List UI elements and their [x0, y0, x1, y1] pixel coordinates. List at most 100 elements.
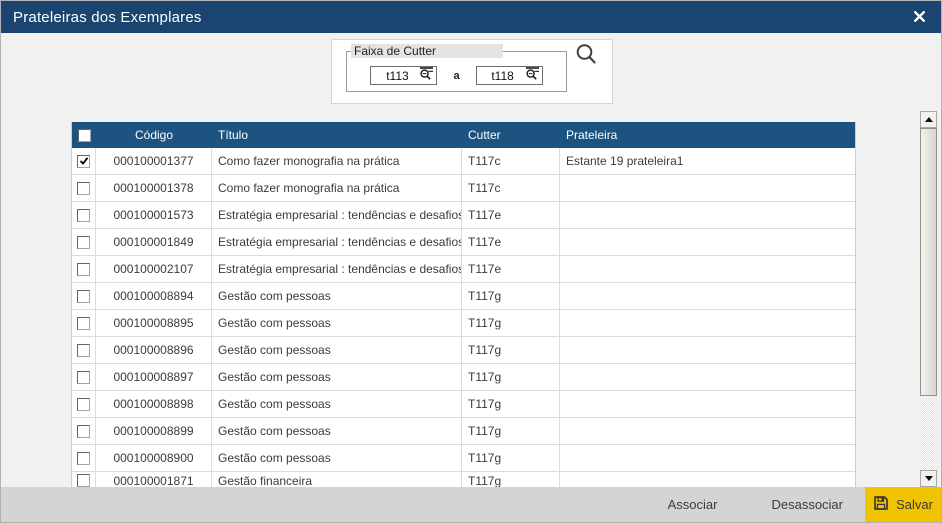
cell-codigo: 000100008897	[96, 364, 212, 390]
cell-prateleira	[560, 418, 855, 444]
cell-prateleira	[560, 283, 855, 309]
search-button[interactable]	[574, 43, 598, 70]
cell-cutter: T117g	[462, 418, 560, 444]
close-button[interactable]	[903, 1, 935, 33]
row-checkbox[interactable]	[77, 370, 90, 384]
table-row[interactable]: 000100008898 Gestão com pessoas T117g	[72, 391, 855, 418]
column-header-cutter[interactable]: Cutter	[468, 128, 501, 142]
lookup-magnifier-lines-icon[interactable]	[419, 66, 434, 85]
cell-cutter: T117g	[462, 472, 560, 489]
table-row[interactable]: 000100001377 Como fazer monografia na pr…	[72, 148, 855, 175]
row-checkbox[interactable]	[77, 154, 90, 168]
table-row[interactable]: 000100001573 Estratégia empresarial : te…	[72, 202, 855, 229]
cell-prateleira	[560, 337, 855, 363]
exemplares-table: Código Título Cutter Prateleira 00010000…	[71, 122, 856, 490]
cell-titulo: Estratégia empresarial : tendências e de…	[212, 256, 462, 282]
cell-codigo: 000100001377	[96, 148, 212, 174]
vertical-scrollbar	[920, 111, 937, 487]
cell-titulo: Gestão com pessoas	[212, 418, 462, 444]
cutter-from-value: t113	[386, 68, 409, 83]
salvar-label: Salvar	[896, 497, 933, 512]
close-icon	[913, 9, 925, 26]
table-row[interactable]: 000100008894 Gestão com pessoas T117g	[72, 283, 855, 310]
cell-prateleira: Estante 19 prateleira1	[566, 154, 684, 168]
cell-codigo: 000100008894	[96, 283, 212, 309]
cell-cutter: T117g	[462, 445, 560, 471]
magnifier-icon	[575, 43, 597, 70]
column-header-prateleira[interactable]: Prateleira	[566, 128, 618, 142]
row-checkbox[interactable]	[77, 289, 90, 303]
column-header-titulo[interactable]: Título	[218, 128, 249, 142]
row-checkbox[interactable]	[77, 343, 90, 357]
cell-codigo: 000100008895	[96, 310, 212, 336]
table-row[interactable]: 000100001871 Gestão financeira T117g	[72, 472, 855, 489]
cutter-to-value: t118	[491, 68, 514, 83]
table-row[interactable]: 000100001378 Como fazer monografia na pr…	[72, 175, 855, 202]
cell-codigo: 000100008898	[96, 391, 212, 417]
table-body: 000100001377 Como fazer monografia na pr…	[72, 148, 855, 489]
cell-titulo: Gestão com pessoas	[212, 391, 462, 417]
cutter-from-input[interactable]: t113	[370, 66, 438, 85]
cutter-to-input[interactable]: t118	[475, 66, 543, 85]
column-header-codigo[interactable]: Código	[134, 128, 174, 142]
table-row[interactable]: 000100008900 Gestão com pessoas T117g	[72, 445, 855, 472]
cell-prateleira	[560, 202, 855, 228]
cell-codigo: 000100008900	[96, 445, 212, 471]
row-checkbox[interactable]	[77, 181, 90, 195]
cell-cutter: T117g	[462, 337, 560, 363]
cell-titulo: Gestão com pessoas	[212, 283, 462, 309]
row-checkbox[interactable]	[77, 451, 90, 465]
table-row[interactable]: 000100008899 Gestão com pessoas T117g	[72, 418, 855, 445]
cell-cutter: T117e	[462, 202, 560, 228]
cell-cutter: T117g	[462, 391, 560, 417]
cell-cutter: T117g	[462, 310, 560, 336]
range-separator-label: a	[453, 69, 460, 82]
scrollbar-thumb[interactable]	[920, 128, 937, 396]
dialog-title: Prateleiras dos Exemplares	[13, 8, 202, 26]
lookup-magnifier-lines-icon[interactable]	[525, 66, 540, 85]
cell-codigo: 000100001573	[96, 202, 212, 228]
dialog-titlebar: Prateleiras dos Exemplares	[1, 1, 941, 33]
cell-prateleira	[560, 229, 855, 255]
row-checkbox[interactable]	[77, 208, 90, 222]
row-checkbox[interactable]	[77, 397, 90, 411]
table-row[interactable]: 000100008896 Gestão com pessoas T117g	[72, 337, 855, 364]
row-checkbox[interactable]	[77, 474, 90, 487]
cell-titulo: Estratégia empresarial : tendências e de…	[212, 229, 462, 255]
cutter-range-fieldset: Faixa de Cutter t113 a	[346, 44, 567, 92]
row-checkbox[interactable]	[77, 316, 90, 330]
desassociar-button[interactable]: Desassociar	[771, 497, 843, 512]
scroll-up-button[interactable]	[920, 111, 937, 128]
cell-titulo: Como fazer monografia na prática	[212, 175, 462, 201]
cell-prateleira	[560, 175, 855, 201]
salvar-button[interactable]: Salvar	[865, 487, 941, 522]
cell-cutter: T117e	[462, 256, 560, 282]
cell-codigo: 000100008896	[96, 337, 212, 363]
cell-cutter: T117e	[462, 229, 560, 255]
cell-prateleira	[560, 310, 855, 336]
cell-cutter: T117c	[462, 175, 560, 201]
table-header: Código Título Cutter Prateleira	[72, 122, 855, 148]
arrow-down-icon	[924, 476, 933, 481]
cell-prateleira	[560, 445, 855, 471]
row-checkbox[interactable]	[77, 235, 90, 249]
scroll-down-button[interactable]	[920, 470, 937, 487]
table-row[interactable]: 000100002107 Estratégia empresarial : te…	[72, 256, 855, 283]
cell-cutter: T117c	[462, 148, 560, 174]
floppy-disk-icon	[873, 495, 889, 514]
cell-codigo: 000100002107	[96, 256, 212, 282]
row-checkbox[interactable]	[77, 424, 90, 438]
cell-prateleira	[560, 256, 855, 282]
row-checkbox[interactable]	[77, 262, 90, 276]
cell-codigo: 000100008899	[96, 418, 212, 444]
select-all-checkbox[interactable]	[77, 128, 91, 142]
table-row[interactable]: 000100008895 Gestão com pessoas T117g	[72, 310, 855, 337]
cell-cutter: T117g	[462, 364, 560, 390]
cell-titulo: Gestão com pessoas	[212, 310, 462, 336]
cell-prateleira	[560, 391, 855, 417]
dialog-footer: Associar Desassociar Salvar	[1, 487, 941, 522]
associar-button[interactable]: Associar	[667, 497, 718, 512]
table-row[interactable]: 000100001849 Estratégia empresarial : te…	[72, 229, 855, 256]
table-row[interactable]: 000100008897 Gestão com pessoas T117g	[72, 364, 855, 391]
